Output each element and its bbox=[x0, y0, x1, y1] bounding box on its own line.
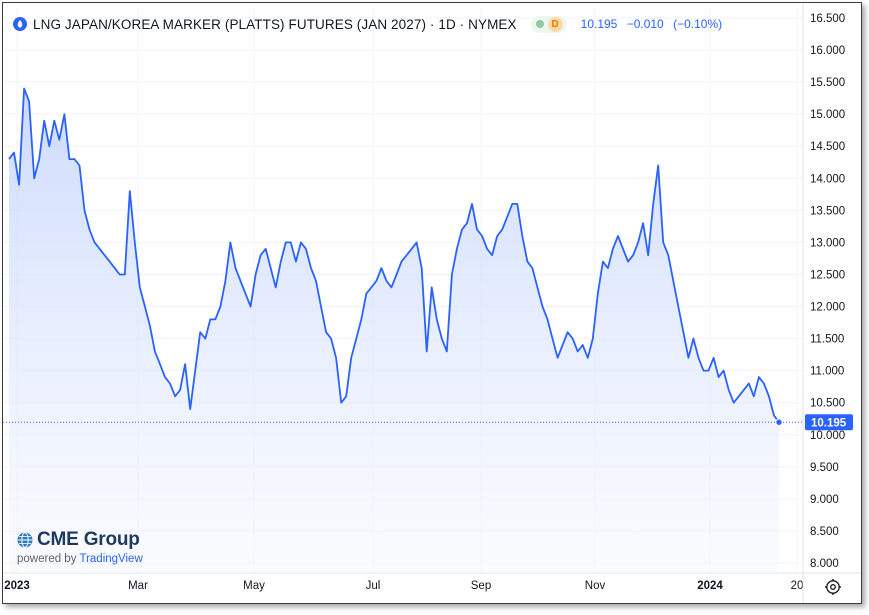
last-price-tag bbox=[805, 414, 853, 431]
price-change: −0.010 bbox=[626, 17, 664, 31]
cme-group-logo[interactable]: CME Group powered by TradingView bbox=[17, 529, 143, 565]
y-tick-label: 10.000 bbox=[810, 430, 845, 442]
x-tick-label: Mar bbox=[128, 580, 148, 592]
settings-gear-icon[interactable] bbox=[824, 578, 842, 596]
powered-by-prefix: powered by bbox=[17, 553, 77, 565]
logo-brand-text: CME Group bbox=[37, 529, 140, 550]
x-tick-label: Sep bbox=[471, 580, 491, 592]
chart-header: LNG JAPAN/KOREA MARKER (PLATTS) FUTURES … bbox=[13, 13, 728, 35]
x-tick-label: 20 bbox=[791, 580, 804, 592]
series-area-fill bbox=[9, 88, 779, 573]
price-change-percent: (−0.10%) bbox=[673, 17, 723, 31]
y-tick-label: 16.000 bbox=[810, 45, 845, 57]
x-tick-label: Jul bbox=[366, 580, 381, 592]
price-quote: 10.195 −0.010 (−0.10%) bbox=[581, 17, 728, 31]
y-tick-label: 15.000 bbox=[810, 109, 845, 121]
y-tick-label: 8.000 bbox=[810, 558, 839, 570]
price-chart[interactable]: 16.500 16.000 15.500 15.000 14.500 14.000 13.5… bbox=[3, 3, 861, 603]
market-status[interactable]: D bbox=[530, 15, 567, 33]
y-tick-label: 13.000 bbox=[810, 237, 845, 249]
y-tick-label: 15.500 bbox=[810, 77, 845, 89]
y-tick-label: 8.500 bbox=[810, 526, 839, 538]
tradingview-link[interactable]: TradingView bbox=[79, 553, 143, 565]
y-tick-label: 9.500 bbox=[810, 462, 839, 474]
powered-by[interactable]: powered by TradingView bbox=[17, 553, 143, 565]
chart-title: LNG JAPAN/KOREA MARKER (PLATTS) FUTURES … bbox=[33, 16, 517, 32]
y-tick-label: 11.500 bbox=[810, 334, 844, 346]
symbol-flame-icon bbox=[13, 17, 27, 31]
x-tick-label: 2023 bbox=[4, 580, 30, 592]
y-tick-label: 14.500 bbox=[810, 141, 845, 153]
x-tick-label: Nov bbox=[585, 580, 606, 592]
y-tick-label: 11.000 bbox=[810, 366, 844, 378]
y-tick-label: 9.000 bbox=[810, 494, 839, 506]
last-price-tag-label: 10.195 bbox=[811, 417, 847, 429]
x-tick-label: 2024 bbox=[697, 580, 723, 592]
last-price: 10.195 bbox=[580, 17, 618, 31]
y-tick-label: 13.500 bbox=[810, 205, 845, 217]
y-tick-label: 12.500 bbox=[810, 269, 845, 281]
series-line[interactable] bbox=[8, 87, 780, 423]
globe-icon bbox=[17, 532, 33, 548]
chart-frame: 16.500 16.000 15.500 15.000 14.500 14.000 13.5… bbox=[2, 2, 862, 604]
market-status-dot bbox=[535, 20, 544, 28]
delayed-data-badge: D bbox=[547, 16, 563, 32]
y-tick-label: 10.500 bbox=[810, 398, 845, 410]
y-tick-label: 14.000 bbox=[810, 173, 845, 185]
y-tick-label: 12.000 bbox=[810, 302, 845, 314]
y-tick-label: 16.500 bbox=[810, 13, 845, 25]
last-price-marker bbox=[775, 418, 783, 426]
x-tick-label: May bbox=[243, 580, 265, 592]
